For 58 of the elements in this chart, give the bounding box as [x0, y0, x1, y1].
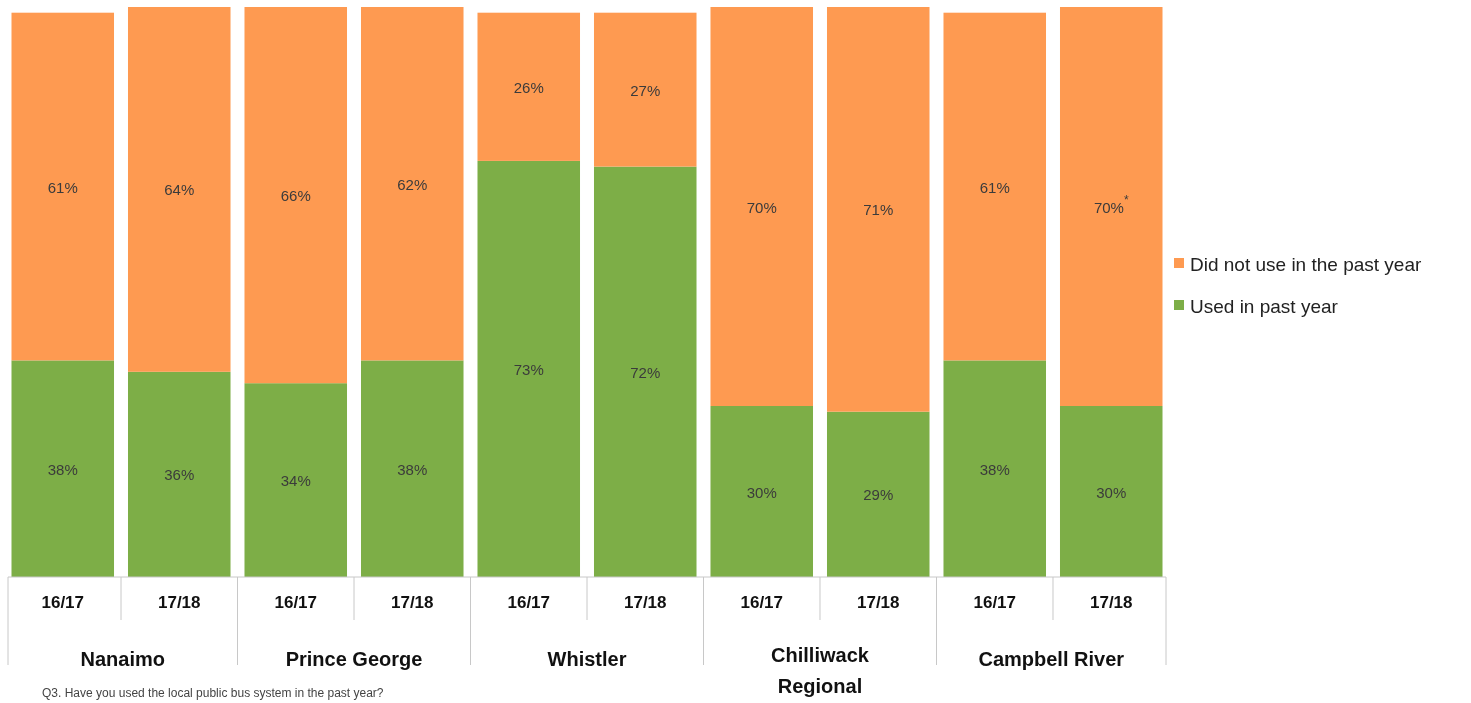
bar: [127, 371, 231, 577]
data-label: 71%: [863, 200, 894, 218]
text: Campbell River: [978, 648, 1125, 670]
data-label: 34%: [280, 471, 311, 489]
bar: [11, 360, 115, 577]
x-tick-label: 17/18: [856, 593, 900, 612]
x-tick-label: 16/17: [274, 593, 318, 612]
data-label: 38%: [397, 460, 428, 478]
data-label: 36%: [164, 465, 195, 483]
text: Nanaimo: [80, 648, 165, 670]
data-label: 61%: [47, 178, 78, 196]
bar: [593, 166, 697, 577]
data-label: 29%: [863, 485, 894, 503]
x-tick-label: 16/17: [507, 593, 551, 612]
text: Chilliwack Regional: [771, 644, 870, 697]
bar: [360, 7, 464, 361]
bar: [244, 383, 348, 577]
bar: [1059, 406, 1163, 577]
bar: [477, 12, 581, 161]
x-tick-label: 17/18: [1089, 593, 1133, 612]
bar: [943, 360, 1047, 577]
data-label: 30%: [1096, 483, 1127, 500]
bar: [826, 7, 930, 412]
bar: [244, 7, 348, 384]
bar: [1059, 7, 1163, 406]
data-label: 66%: [280, 186, 311, 204]
bar: [360, 360, 464, 577]
text: Q3. Have you used the local public bus system in the past year?: [42, 686, 384, 700]
x-tick-label: 16/17: [41, 593, 85, 612]
text: Prince George: [285, 648, 423, 670]
data-label: 38%: [979, 460, 1010, 478]
x-tick-label: 16/17: [740, 593, 784, 612]
bar: [477, 160, 581, 577]
bar: [826, 411, 930, 577]
legend-label: Used in past year: [1190, 295, 1339, 317]
data-label: 30%: [746, 483, 777, 500]
data-label: 62%: [397, 175, 428, 193]
bar: [710, 7, 814, 406]
data-label: 61%: [979, 178, 1010, 196]
data-label: 38%: [47, 460, 78, 478]
data-label: 72%: [630, 363, 661, 381]
data-label: 27%: [630, 81, 661, 99]
text: Whistler: [547, 648, 627, 670]
data-label: 73%: [513, 360, 544, 378]
bar: [943, 12, 1047, 361]
legend-label: Did not use in the past year: [1190, 253, 1422, 275]
data-label: 70%$^{*}$: [1093, 192, 1129, 215]
bar: [11, 12, 115, 361]
x-tick-label: 17/18: [157, 593, 201, 612]
x-tick-label: 16/17: [973, 593, 1017, 612]
bar: [127, 7, 231, 372]
x-tick-label: 17/18: [623, 593, 667, 612]
data-label: 70%: [746, 198, 777, 215]
data-label: 26%: [513, 78, 544, 96]
bar: [710, 406, 814, 577]
data-label: 64%: [164, 180, 195, 198]
bar: [593, 12, 697, 167]
x-tick-label: 17/18: [390, 593, 434, 612]
